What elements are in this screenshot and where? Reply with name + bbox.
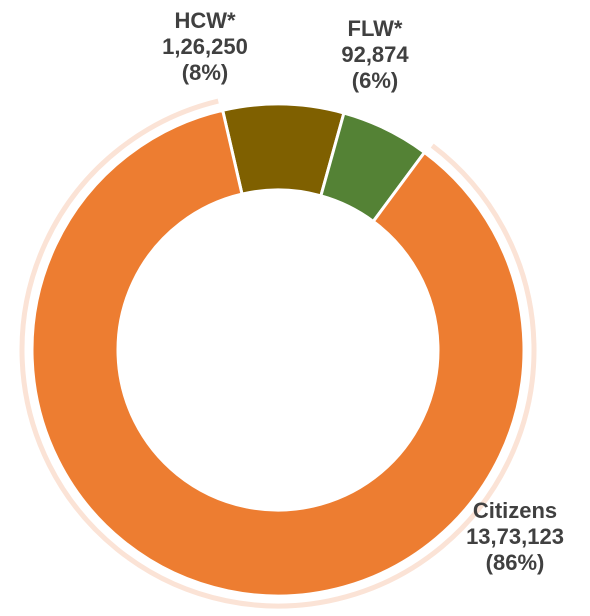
label-citizens-value: 13,73,123 [466, 524, 564, 549]
label-hcw: HCW* 1,26,250 (8%) [130, 8, 280, 86]
slice-citizens [30, 108, 526, 598]
citizens-highlight-arc [19, 98, 537, 609]
label-flw-value: 92,874 [341, 42, 409, 67]
label-flw-percent: (6%) [351, 68, 399, 93]
label-citizens-name: Citizens [472, 498, 558, 523]
label-flw: FLW* 92,874 (6%) [300, 16, 450, 94]
label-flw-name: FLW* [347, 16, 403, 41]
label-citizens: Citizens 13,73,123 (86%) [440, 498, 590, 576]
citizens-highlight-ring [19, 98, 537, 609]
label-hcw-value: 1,26,250 [162, 34, 248, 59]
label-hcw-percent: (8%) [181, 60, 229, 85]
donut-slices [30, 102, 526, 598]
label-hcw-name: HCW* [174, 8, 236, 33]
label-citizens-percent: (86%) [485, 550, 545, 575]
